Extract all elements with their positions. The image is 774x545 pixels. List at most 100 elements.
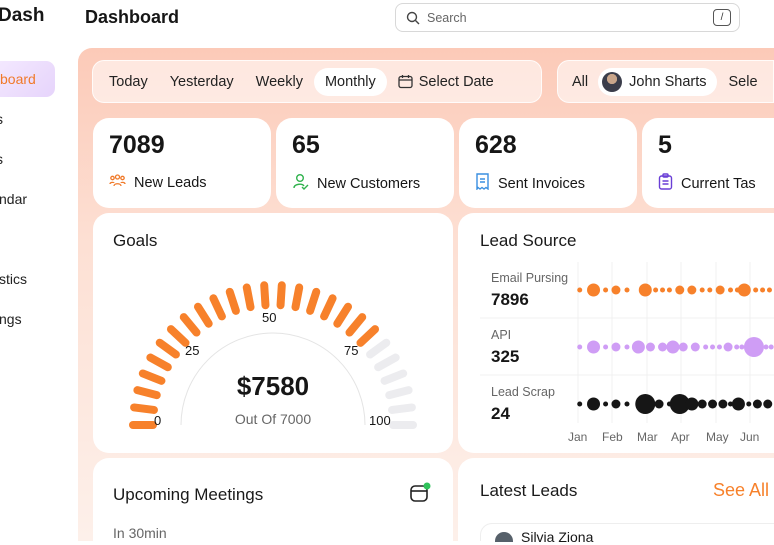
month-tick: Feb (602, 430, 623, 444)
lead-source-dot (753, 287, 759, 293)
gauge-tick: 75 (344, 343, 359, 358)
month-tick: Mar (637, 430, 658, 444)
lead-source-dot (658, 342, 668, 352)
lead-source-dot (669, 394, 690, 414)
sidebar-item-3[interactable]: s (0, 151, 3, 167)
owner-filter-bar: All John Sharts Sele (557, 60, 774, 103)
lead-source-dot (624, 344, 630, 350)
goals-title: Goals (113, 231, 158, 250)
gauge-segment (366, 338, 391, 359)
stat-value: 5 (658, 131, 672, 159)
gauge-segment (385, 386, 413, 400)
gauge-segment (320, 294, 337, 321)
gauge-segment (291, 283, 304, 312)
lead-source-dot (708, 399, 718, 409)
gauge-segment (146, 353, 172, 372)
stat-card[interactable]: 5 Current Tas (642, 118, 774, 208)
sidebar-item-dashboard[interactable]: board (0, 61, 55, 97)
lead-source-dot (577, 287, 583, 293)
lead-source-dot (611, 399, 621, 409)
lead-source-dot (715, 285, 725, 295)
lead-source-dot (707, 287, 713, 293)
avatar (602, 71, 623, 92)
sidebar-item-calendar[interactable]: ndar (0, 191, 28, 207)
sidebar-item-settings[interactable]: ngs (0, 311, 22, 327)
month-tick: Apr (671, 430, 690, 444)
filter-monthly[interactable]: Monthly (313, 67, 387, 96)
lead-source-dot (638, 283, 652, 297)
lead-source-dot (737, 283, 751, 297)
lead-source-dot (752, 399, 762, 409)
source-label: Lead Scrap (491, 385, 555, 399)
gauge-segment (133, 386, 161, 400)
date-filter-bar: Today Yesterday Weekly Monthly Select Da… (92, 60, 542, 103)
calendar-notification-icon[interactable] (409, 482, 431, 504)
gauge-segment (138, 369, 166, 385)
owner-select[interactable]: Sele (728, 73, 758, 90)
gauge-segment (225, 287, 240, 315)
lead-row[interactable]: Silvia Ziona (480, 523, 774, 544)
search-placeholder: Search (427, 10, 467, 25)
lead-source-dot (624, 401, 630, 407)
gauge-segment (333, 302, 353, 328)
lead-source-dot (587, 340, 601, 354)
lead-source-dot (577, 344, 583, 350)
lead-source-dot (763, 344, 769, 350)
stat-value: 628 (475, 131, 517, 159)
lead-source-dot (690, 342, 700, 352)
lead-source-dot (746, 401, 752, 407)
month-tick: Jun (740, 430, 760, 444)
lead-source-dot (766, 287, 772, 293)
gauge-segment (260, 281, 270, 310)
lead-source-dot (699, 287, 705, 293)
owner-all[interactable]: All (572, 73, 589, 90)
lead-source-dot (603, 401, 609, 407)
lead-source-dot (710, 344, 716, 350)
source-value: 24 (491, 404, 510, 423)
sidebar-item-statistics[interactable]: stics (0, 271, 27, 287)
lead-source-dot (739, 344, 745, 350)
lead-source-dot (723, 342, 733, 352)
lead-source-dot (603, 287, 609, 293)
goals-card: Goals $7580 Out Of 7000 0 25 50 75 100 (93, 213, 453, 453)
search-input[interactable]: Search / (395, 3, 740, 32)
filter-today[interactable]: Today (109, 73, 148, 90)
lead-source-dot (654, 399, 664, 409)
stat-card[interactable]: 628 Sent Invoices (459, 118, 637, 208)
lead-source-dot (675, 285, 685, 295)
calendar-icon (398, 75, 413, 89)
lead-source-dot (653, 287, 659, 293)
sidebar-item-2[interactable]: s (0, 111, 3, 127)
gauge-segment (356, 325, 380, 347)
gauge-segment (130, 403, 158, 414)
stat-label: New Leads (134, 174, 207, 191)
lead-source-dot (727, 287, 733, 293)
filter-yesterday[interactable]: Yesterday (169, 73, 234, 90)
source-label: API (491, 328, 512, 342)
meetings-title: Upcoming Meetings (113, 485, 264, 504)
stat-value: 65 (292, 131, 320, 159)
source-value: 7896 (491, 290, 529, 309)
stat-card[interactable]: 65 New Customers (276, 118, 454, 208)
lead-source-dot (666, 340, 680, 354)
lead-source-dot (734, 344, 740, 350)
owner-name: John Sharts (629, 73, 707, 90)
lead-source-dot (645, 342, 655, 352)
see-all-link[interactable]: See All (713, 480, 770, 500)
stat-label: Current Tas (681, 175, 756, 192)
lead-source-dot (587, 283, 601, 297)
lead-source-dot (587, 397, 601, 411)
avatar (495, 532, 513, 542)
source-value: 325 (491, 347, 520, 366)
latest-leads-title: Latest Leads (480, 481, 578, 500)
month-tick: May (706, 430, 729, 444)
select-date-button[interactable]: Select Date (387, 68, 505, 96)
clipboard-icon (658, 173, 673, 194)
lead-source-dot (635, 394, 656, 414)
gauge-segment (345, 313, 367, 337)
gauge-tick: 25 (185, 343, 200, 358)
stat-card[interactable]: 7089 New Leads (93, 118, 271, 208)
filter-weekly[interactable]: Weekly (255, 73, 303, 90)
lead-source-dot (687, 285, 697, 295)
owner-john-sharts[interactable]: John Sharts (598, 67, 717, 96)
